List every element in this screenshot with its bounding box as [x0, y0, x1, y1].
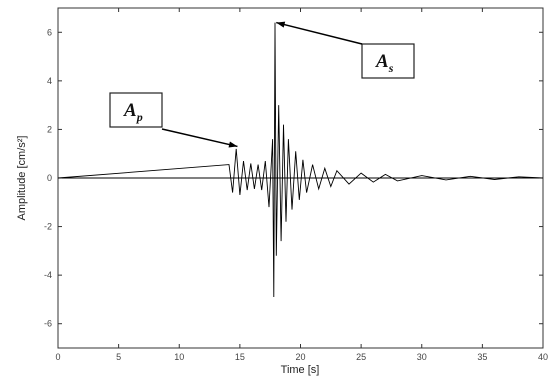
arrowhead	[228, 141, 238, 148]
y-tick-label: 0	[47, 173, 52, 183]
annotation-arrow	[161, 128, 238, 148]
y-tick-label: 2	[47, 124, 52, 134]
y-axis-label: Amplitude [cm/s²]	[16, 136, 28, 221]
annotation-arrow	[276, 21, 363, 45]
x-tick-label: 30	[417, 352, 427, 362]
y-tick-label: -4	[44, 270, 52, 280]
x-tick-label: 40	[538, 352, 548, 362]
y-tick-label: -6	[44, 319, 52, 329]
waveform-line	[57, 22, 544, 298]
annotation-box	[361, 43, 415, 79]
y-tick-label: 6	[47, 27, 52, 37]
x-tick-label: 0	[55, 352, 60, 362]
annotation-ap: Ap	[109, 92, 238, 148]
x-axis-label: Time [s]	[281, 364, 320, 376]
x-tick-label: 10	[174, 352, 184, 362]
x-axis-ticks: 0 5 10 15 20 25 30 35 40	[55, 8, 548, 362]
y-tick-label: -2	[44, 222, 52, 232]
annotation-subscript: s	[388, 61, 394, 75]
annotation-as: As	[276, 21, 415, 79]
annotation-box	[109, 92, 163, 128]
arrowhead	[276, 21, 286, 28]
x-tick-label: 20	[295, 352, 305, 362]
annotation-subscript: p	[136, 110, 143, 124]
x-tick-label: 15	[235, 352, 245, 362]
x-tick-label: 5	[116, 352, 121, 362]
x-tick-label: 35	[477, 352, 487, 362]
annotations: Ap As	[109, 21, 415, 148]
y-tick-label: 4	[47, 76, 52, 86]
x-tick-label: 25	[356, 352, 366, 362]
y-axis-ticks: -6 -4 -2 0 2 4 6	[44, 27, 543, 329]
